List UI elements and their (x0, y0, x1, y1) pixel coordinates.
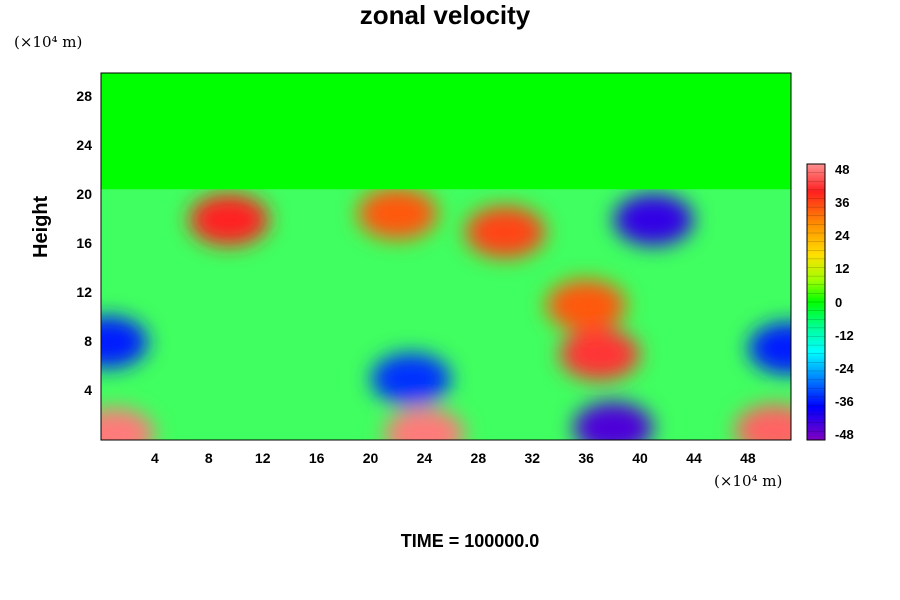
colorbar-tick-label: -24 (835, 360, 854, 376)
y-tick-label: 16 (76, 235, 92, 252)
y-tick-label: 28 (76, 88, 92, 105)
field-feature (734, 404, 791, 440)
plot-frame (100, 72, 792, 441)
y-tick-label: 20 (76, 186, 92, 203)
x-tick-label: 40 (632, 450, 648, 466)
colorbar-tick-label: -48 (835, 427, 854, 442)
colorbar-tick-label: -12 (835, 327, 854, 343)
x-tick-label: 44 (686, 450, 702, 466)
upper-layer (101, 73, 791, 190)
colorbar-tick-label: 0 (835, 294, 843, 310)
velocity-field (101, 73, 791, 440)
field-feature (357, 187, 438, 240)
chart-title: zonal velocity (359, 0, 531, 30)
field-feature (748, 322, 791, 375)
x-tick-label: 8 (204, 450, 213, 466)
x-tick-label: 4 (151, 450, 159, 466)
x-axis-unit: (×10⁴ m) (714, 472, 783, 490)
colorbar-tick-label: 48 (835, 162, 850, 177)
x-tick-label: 36 (578, 450, 594, 466)
field-feature (546, 279, 627, 332)
field-feature (613, 193, 694, 246)
x-tick-label: 20 (362, 450, 379, 466)
x-tick-label: 24 (416, 450, 433, 466)
field-feature (384, 407, 465, 440)
y-tick-label: 4 (84, 382, 92, 399)
y-tick-label: 12 (76, 284, 92, 301)
x-tick-label: 32 (524, 450, 541, 466)
x-tick-label: 12 (254, 450, 271, 466)
field-feature (101, 407, 155, 440)
field-feature (189, 193, 270, 246)
y-tick-label: 8 (84, 333, 92, 350)
x-tick-label: 48 (740, 450, 756, 466)
field-feature (573, 401, 654, 440)
y-tick-label: 24 (76, 137, 92, 154)
colorbar-tick-label: 36 (835, 195, 850, 211)
field-feature (370, 352, 451, 405)
colorbar-tick-label: -36 (835, 393, 854, 409)
field-feature (101, 316, 148, 369)
field-feature (465, 206, 546, 259)
x-tick-label: 16 (308, 450, 325, 466)
colorbar-tick-label: 12 (835, 261, 850, 277)
field-feature (559, 328, 640, 381)
time-label: TIME = 100000.0 (400, 531, 540, 551)
y-axis-unit: (×10⁴ m) (14, 33, 83, 51)
x-tick-label: 28 (470, 450, 487, 466)
colorbar-tick-label: 24 (835, 228, 850, 244)
